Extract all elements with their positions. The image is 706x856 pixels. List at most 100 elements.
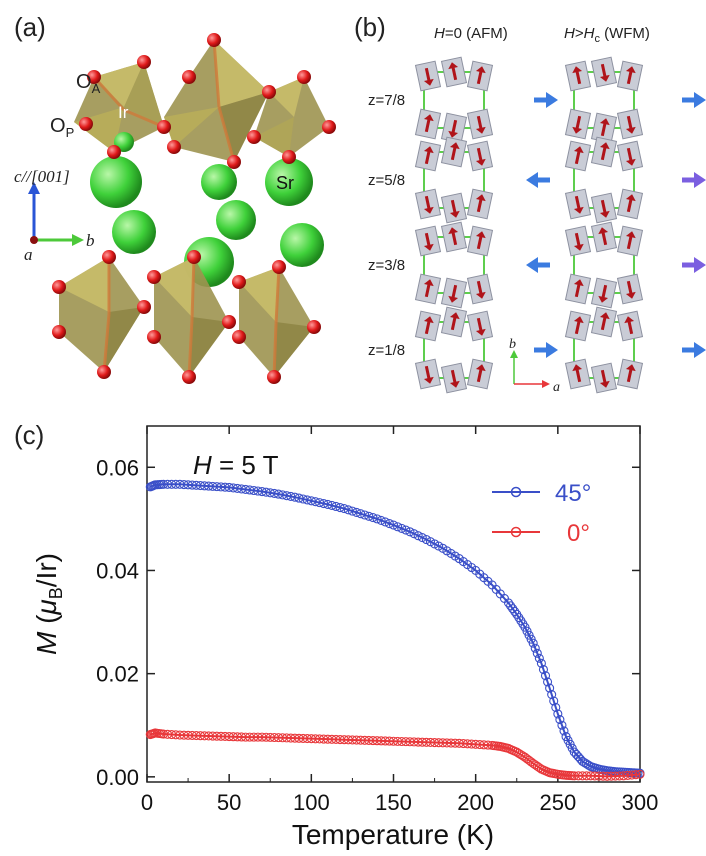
spin-site (440, 306, 468, 338)
data-point (538, 664, 549, 675)
data-point (549, 696, 559, 706)
data-point (510, 606, 520, 617)
legend-label-45: 45° (555, 480, 591, 507)
data-point (547, 689, 557, 700)
spin-site (616, 188, 644, 220)
label-sr: Sr (276, 173, 294, 193)
data-point (635, 769, 645, 779)
ab-axes: b a (509, 337, 560, 395)
data-point (327, 500, 337, 511)
spin-site (466, 188, 494, 220)
net-moment-right-arrow (682, 342, 706, 358)
data-point (393, 522, 403, 532)
legend: 45° 0° (492, 480, 591, 547)
net-moment-right-arrow (682, 172, 706, 188)
data-point (530, 643, 540, 653)
data-point (528, 638, 538, 648)
data-point (351, 507, 362, 517)
col-wfm-title: H>Hc (WFM) (564, 25, 650, 45)
x-tick-label: 100 (293, 790, 330, 815)
crystal-axes: c//[001] b a (14, 167, 95, 264)
y-tick-label: 0.00 (96, 765, 139, 790)
data-point (405, 527, 415, 537)
spin-site (564, 60, 592, 92)
net-moment-right-arrow (682, 92, 706, 108)
net-moment-right-arrow (682, 257, 706, 273)
upper-octahedra (74, 40, 329, 162)
data-point (557, 720, 567, 730)
data-point (540, 671, 551, 681)
data-point (417, 533, 427, 543)
data-point (302, 495, 312, 505)
ab-axis-a-label: a (553, 380, 560, 395)
spin-site (440, 136, 468, 168)
data-point (314, 498, 325, 508)
data-point (347, 506, 357, 516)
spin-site (616, 358, 644, 390)
legend-label-0: 0° (567, 520, 590, 547)
ab-axis-b-label: b (509, 337, 516, 352)
spin-site (564, 310, 592, 342)
axis-c-label: c//[001] (14, 167, 70, 186)
panel-b-label: (b) (354, 12, 386, 42)
spin-site (590, 136, 618, 168)
spin-plaquette (564, 221, 644, 309)
layer-label: z=5/8 (368, 172, 405, 189)
data-point (339, 504, 349, 514)
spin-site (440, 56, 468, 88)
data-point (376, 515, 386, 525)
data-point (319, 498, 329, 509)
axis-a-label: a (24, 245, 33, 264)
data-point (360, 510, 370, 520)
spin-site (414, 60, 442, 92)
data-point (364, 511, 374, 521)
crystal-structure-figure: OA OP Ir Sr c//[001] b a (14, 33, 336, 384)
data-point (290, 492, 300, 502)
data-point (306, 496, 316, 506)
spin-plaquette (564, 56, 644, 144)
data-point (545, 683, 555, 693)
spin-site (590, 56, 618, 88)
data-point (536, 658, 546, 668)
ir-o-bonds (92, 39, 281, 378)
net-moment-left-arrow (526, 257, 550, 273)
spin-site (590, 306, 618, 338)
y-tick-label: 0.02 (96, 662, 139, 687)
spin-site (590, 362, 618, 394)
data-point (331, 501, 341, 512)
x-tick-label: 50 (217, 790, 241, 815)
data-point (631, 770, 641, 780)
spin-site (466, 108, 494, 140)
data-point (584, 760, 594, 770)
magnetization-chart: 0 50 100 150 200 250 300 0.00 0.02 0.04 0.06 H = 5… (31, 425, 658, 850)
data-point (384, 518, 394, 529)
x-tick-label: 250 (539, 790, 576, 815)
y-tick-label: 0.04 (96, 558, 139, 583)
data-point (543, 677, 553, 687)
col-afm-title: H=0 (AFM) (434, 25, 508, 42)
data-point (532, 648, 542, 658)
spin-plaquette (414, 221, 494, 309)
data-point (559, 726, 569, 736)
x-tick-label: 200 (457, 790, 494, 815)
data-point (356, 509, 366, 519)
spin-site (616, 60, 644, 92)
panel-a-label: (a) (14, 12, 46, 42)
spin-site (590, 277, 618, 309)
spin-site (466, 310, 494, 342)
spin-site (466, 273, 494, 305)
data-point (553, 709, 563, 719)
data-point (534, 653, 544, 663)
spin-site (616, 140, 644, 172)
spin-site (564, 358, 592, 390)
data-point (310, 497, 320, 507)
spin-site (440, 221, 468, 253)
spin-site (414, 358, 442, 390)
net-moment-left-arrow (526, 172, 550, 188)
data-point (409, 529, 419, 539)
spin-site (414, 273, 442, 305)
data-point (551, 702, 561, 712)
layer-label: z=7/8 (368, 92, 405, 109)
spin-site (440, 277, 468, 309)
data-point (368, 513, 378, 523)
